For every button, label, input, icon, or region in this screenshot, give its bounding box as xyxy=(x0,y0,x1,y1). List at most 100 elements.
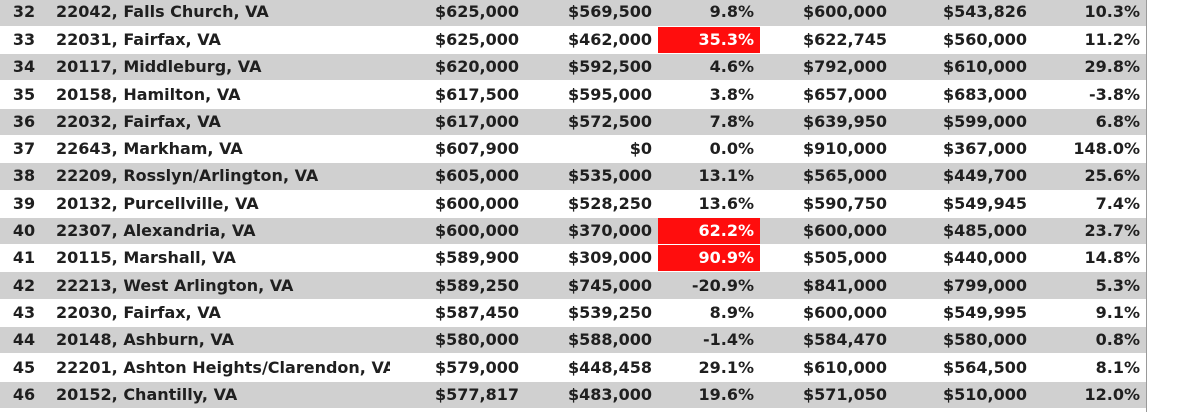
row-number-cell[interactable]: 36 xyxy=(0,108,48,136)
change-cell-2[interactable]: -3.8% xyxy=(1033,80,1146,109)
price-cell-3[interactable]: $600,000 xyxy=(760,299,893,328)
price-cell-3[interactable]: $565,000 xyxy=(760,162,893,191)
price-cell-2[interactable]: $588,000 xyxy=(525,326,658,355)
price-cell-3[interactable]: $792,000 xyxy=(760,53,893,82)
price-cell-3[interactable]: $600,000 xyxy=(760,0,893,27)
price-cell-2[interactable]: $595,000 xyxy=(525,80,658,109)
change-cell-1[interactable]: -20.9% xyxy=(658,271,760,300)
price-cell-3[interactable]: $657,000 xyxy=(760,80,893,109)
change-cell-1[interactable]: 90.9% xyxy=(658,244,760,273)
change-cell-2[interactable]: 7.4% xyxy=(1033,190,1146,218)
change-cell-1[interactable]: 3.8% xyxy=(658,80,760,109)
location-cell[interactable]: 20117, Middleburg, VA xyxy=(48,53,390,82)
price-cell-2[interactable]: $539,250 xyxy=(525,299,658,328)
price-cell-4[interactable]: $543,826 xyxy=(893,0,1033,27)
price-cell-2[interactable]: $535,000 xyxy=(525,162,658,191)
row-number-cell[interactable]: 35 xyxy=(0,80,48,109)
change-cell-2[interactable]: 12.0% xyxy=(1033,381,1146,409)
price-cell-1[interactable]: $587,450 xyxy=(390,299,525,328)
price-cell-1[interactable]: $579,000 xyxy=(390,353,525,382)
price-cell-4[interactable]: $564,500 xyxy=(893,353,1033,382)
row-number-cell[interactable]: 40 xyxy=(0,217,48,246)
change-cell-2[interactable]: 14.8% xyxy=(1033,244,1146,273)
location-cell[interactable]: 20158, Hamilton, VA xyxy=(48,80,390,109)
change-cell-2[interactable]: 148.0% xyxy=(1033,135,1146,164)
price-cell-3[interactable]: $910,000 xyxy=(760,135,893,164)
price-cell-1[interactable]: $580,000 xyxy=(390,326,525,355)
row-number-cell[interactable]: 37 xyxy=(0,135,48,164)
change-cell-2[interactable]: 9.1% xyxy=(1033,299,1146,328)
price-cell-3[interactable]: $639,950 xyxy=(760,108,893,136)
change-cell-2[interactable]: 8.1% xyxy=(1033,353,1146,382)
change-cell-1[interactable]: 13.1% xyxy=(658,162,760,191)
change-cell-1[interactable]: 62.2% xyxy=(658,217,760,246)
change-cell-2[interactable]: 10.3% xyxy=(1033,0,1146,27)
price-cell-4[interactable]: $799,000 xyxy=(893,271,1033,300)
price-cell-1[interactable]: $617,000 xyxy=(390,108,525,136)
price-cell-1[interactable]: $617,500 xyxy=(390,80,525,109)
location-cell[interactable]: 22030, Fairfax, VA xyxy=(48,299,390,328)
change-cell-1[interactable]: 0.0% xyxy=(658,135,760,164)
row-number-cell[interactable]: 32 xyxy=(0,0,48,27)
price-cell-1[interactable]: $620,000 xyxy=(390,53,525,82)
row-number-cell[interactable]: 44 xyxy=(0,326,48,355)
row-number-cell[interactable]: 39 xyxy=(0,190,48,218)
row-number-cell[interactable]: 33 xyxy=(0,26,48,55)
price-cell-1[interactable]: $600,000 xyxy=(390,217,525,246)
location-cell[interactable]: 20148, Ashburn, VA xyxy=(48,326,390,355)
change-cell-2[interactable]: 23.7% xyxy=(1033,217,1146,246)
location-cell[interactable]: 20132, Purcellville, VA xyxy=(48,190,390,218)
row-number-cell[interactable]: 38 xyxy=(0,162,48,191)
row-number-cell[interactable]: 43 xyxy=(0,299,48,328)
price-cell-4[interactable]: $599,000 xyxy=(893,108,1033,136)
price-cell-2[interactable]: $572,500 xyxy=(525,108,658,136)
price-cell-1[interactable]: $589,250 xyxy=(390,271,525,300)
price-cell-3[interactable]: $584,470 xyxy=(760,326,893,355)
change-cell-1[interactable]: 4.6% xyxy=(658,53,760,82)
location-cell[interactable]: 22042, Falls Church, VA xyxy=(48,0,390,27)
price-cell-2[interactable]: $569,500 xyxy=(525,0,658,27)
row-number-cell[interactable]: 34 xyxy=(0,53,48,82)
change-cell-1[interactable]: 19.6% xyxy=(658,381,760,409)
location-cell[interactable]: 22643, Markham, VA xyxy=(48,135,390,164)
price-cell-2[interactable]: $0 xyxy=(525,135,658,164)
price-cell-1[interactable]: $625,000 xyxy=(390,26,525,55)
price-cell-2[interactable]: $745,000 xyxy=(525,271,658,300)
location-cell[interactable]: 20115, Marshall, VA xyxy=(48,244,390,273)
change-cell-1[interactable]: 13.6% xyxy=(658,190,760,218)
row-number-cell[interactable]: 46 xyxy=(0,381,48,409)
change-cell-1[interactable]: 9.8% xyxy=(658,0,760,27)
price-cell-2[interactable]: $309,000 xyxy=(525,244,658,273)
price-cell-1[interactable]: $605,000 xyxy=(390,162,525,191)
price-cell-3[interactable]: $590,750 xyxy=(760,190,893,218)
price-cell-3[interactable]: $600,000 xyxy=(760,217,893,246)
price-cell-4[interactable]: $580,000 xyxy=(893,326,1033,355)
change-cell-1[interactable]: -1.4% xyxy=(658,326,760,355)
price-cell-4[interactable]: $449,700 xyxy=(893,162,1033,191)
location-cell[interactable]: 20152, Chantilly, VA xyxy=(48,381,390,409)
change-cell-2[interactable]: 6.8% xyxy=(1033,108,1146,136)
location-cell[interactable]: 22201, Ashton Heights/Clarendon, VA xyxy=(48,353,390,382)
price-cell-4[interactable]: $683,000 xyxy=(893,80,1033,109)
change-cell-1[interactable]: 29.1% xyxy=(658,353,760,382)
price-cell-3[interactable]: $610,000 xyxy=(760,353,893,382)
price-cell-1[interactable]: $625,000 xyxy=(390,0,525,27)
price-cell-1[interactable]: $577,817 xyxy=(390,381,525,409)
location-cell[interactable]: 22031, Fairfax, VA xyxy=(48,26,390,55)
price-cell-4[interactable]: $560,000 xyxy=(893,26,1033,55)
price-cell-4[interactable]: $610,000 xyxy=(893,53,1033,82)
change-cell-1[interactable]: 35.3% xyxy=(658,26,760,55)
row-number-cell[interactable]: 42 xyxy=(0,271,48,300)
price-cell-1[interactable]: $600,000 xyxy=(390,190,525,218)
price-cell-3[interactable]: $622,745 xyxy=(760,26,893,55)
change-cell-1[interactable]: 8.9% xyxy=(658,299,760,328)
price-cell-2[interactable]: $370,000 xyxy=(525,217,658,246)
price-cell-2[interactable]: $462,000 xyxy=(525,26,658,55)
change-cell-2[interactable]: 5.3% xyxy=(1033,271,1146,300)
price-cell-3[interactable]: $505,000 xyxy=(760,244,893,273)
change-cell-2[interactable]: 29.8% xyxy=(1033,53,1146,82)
location-cell[interactable]: 22209, Rosslyn/Arlington, VA xyxy=(48,162,390,191)
change-cell-1[interactable]: 7.8% xyxy=(658,108,760,136)
price-cell-4[interactable]: $367,000 xyxy=(893,135,1033,164)
price-cell-2[interactable]: $448,458 xyxy=(525,353,658,382)
